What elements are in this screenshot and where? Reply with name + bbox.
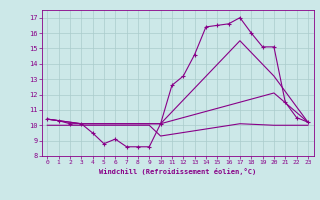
X-axis label: Windchill (Refroidissement éolien,°C): Windchill (Refroidissement éolien,°C)	[99, 168, 256, 175]
